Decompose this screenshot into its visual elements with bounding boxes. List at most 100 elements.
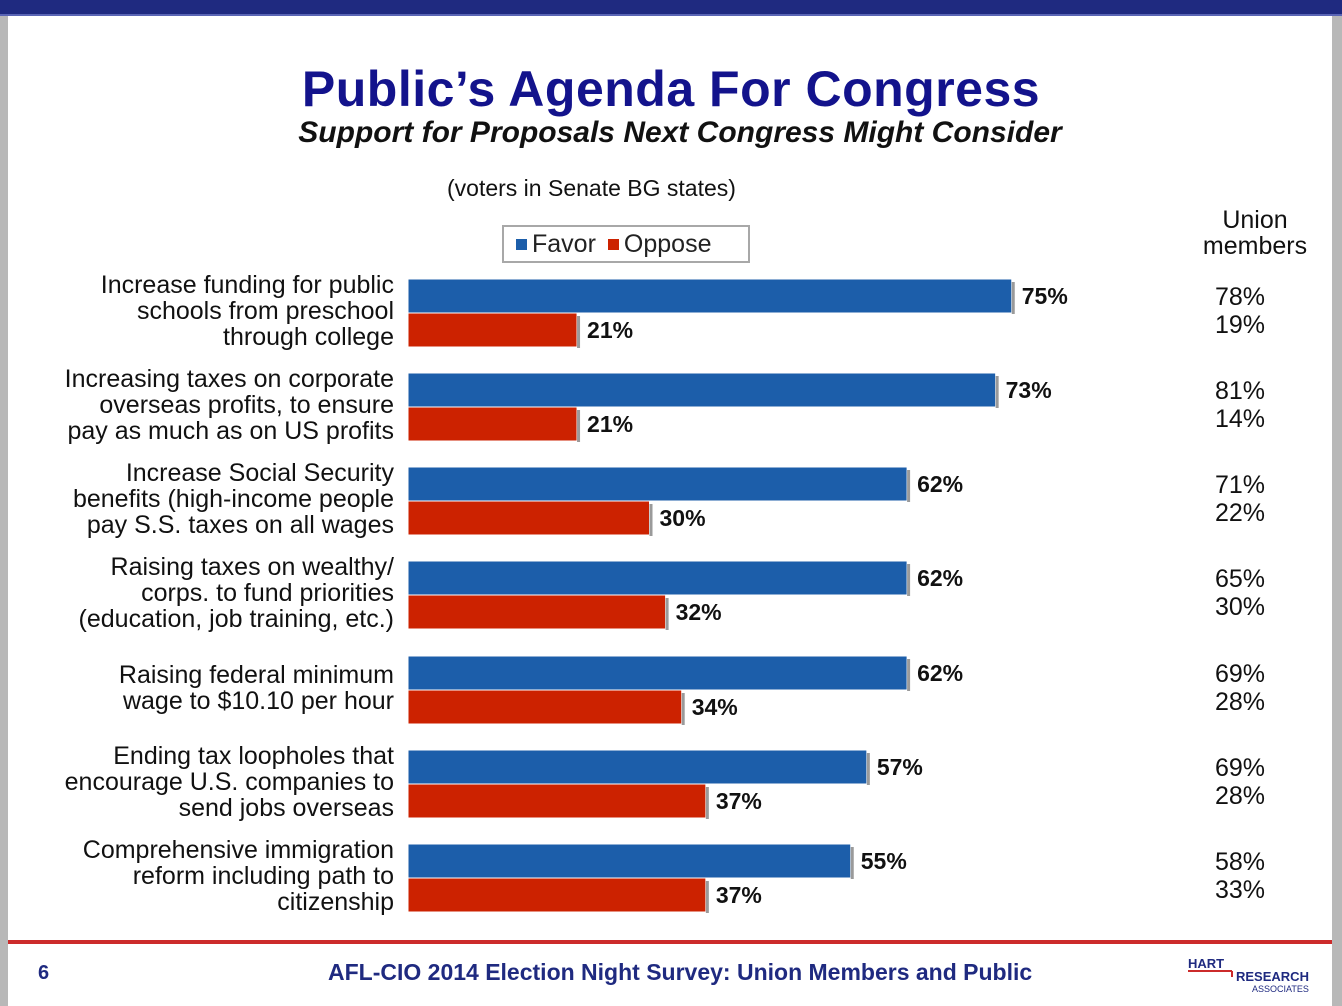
oppose-bar — [407, 783, 707, 819]
favor-bar — [407, 466, 908, 502]
legend-item-favor: Favor — [516, 230, 596, 259]
favor-bar — [407, 372, 997, 408]
union-favor-value: 65% — [1214, 565, 1266, 593]
union-favor-value: 81% — [1214, 377, 1266, 405]
category-label-line: wage to $10.10 per hour — [122, 687, 394, 715]
favor-bar — [407, 749, 868, 785]
category-label-line: overseas profits, to ensure — [99, 391, 394, 419]
oppose-value-label: 21% — [587, 317, 633, 343]
favor-value-label: 57% — [877, 754, 923, 780]
category-label-line: Increase funding for public — [100, 271, 394, 299]
footer-text: AFL-CIO 2014 Election Night Survey: Unio… — [328, 959, 1033, 985]
union-favor-value: 69% — [1214, 660, 1266, 688]
legend-item-oppose: Oppose — [607, 229, 712, 259]
category-label: Ending tax loopholes that encourage U.S. … — [14, 743, 394, 821]
oppose-bar — [407, 877, 707, 913]
category-label-line: Raising taxes on wealthy/ — [110, 553, 394, 581]
favor-value-label: 55% — [861, 848, 907, 874]
category-label-line: encourage U.S. companies to — [64, 768, 394, 796]
logo-word-hart: HART — [1188, 956, 1224, 971]
legend-label-favor: Favor — [532, 229, 596, 258]
category-label: Increase Social Security benefits (high-i… — [14, 460, 394, 538]
union-oppose-value: 19% — [1214, 311, 1266, 339]
union-oppose-value: 28% — [1214, 688, 1266, 716]
sample-note: (voters in Senate BG states) — [447, 175, 736, 201]
slide-frame-right — [1332, 0, 1342, 1006]
oppose-bar — [407, 594, 667, 630]
favor-bar — [407, 278, 1013, 314]
oppose-value-label: 34% — [692, 694, 738, 720]
category-label-line: Ending tax loopholes that — [113, 742, 394, 770]
oppose-bar — [407, 689, 683, 725]
bar-shadow — [577, 410, 581, 442]
category-label-line: (education, job training, etc.) — [78, 605, 394, 633]
chart-legend: Favor Oppose — [502, 225, 750, 263]
logo-word-research: RESEARCH — [1236, 969, 1309, 984]
category-label: Raising taxes on wealthy/corps. to fund … — [14, 554, 394, 632]
category-label: Raising federal minimum wage to $10.10 pe… — [14, 662, 394, 714]
union-favor-value: 69% — [1214, 754, 1266, 782]
oppose-value-label: 32% — [676, 599, 722, 625]
union-oppose-value: 28% — [1214, 782, 1266, 810]
page-number: 6 — [38, 962, 50, 984]
bar-shadow — [995, 376, 999, 408]
slide-subtitle: Support for Proposals Next Congress Migh… — [298, 116, 1062, 149]
bar-shadow — [866, 753, 870, 785]
oppose-value-label: 21% — [587, 411, 633, 437]
oppose-value-label: 37% — [716, 882, 762, 908]
category-label: Increase funding for public schools from … — [14, 272, 394, 350]
union-header-line-2: members — [1202, 232, 1308, 260]
union-favor-value: 71% — [1214, 471, 1266, 499]
category-label-line: Increase Social Security — [125, 459, 394, 487]
top-banner-rule — [0, 14, 1342, 16]
bar-shadow — [705, 787, 709, 819]
favor-value-label: 62% — [917, 660, 963, 686]
category-label-line: pay S.S. taxes on all wages — [86, 511, 394, 539]
union-oppose-value: 33% — [1214, 876, 1266, 904]
union-oppose-value: 14% — [1214, 405, 1266, 433]
favor-bar — [407, 655, 908, 691]
union-favor-value: 78% — [1214, 283, 1266, 311]
union-members-header: Union members — [1180, 207, 1330, 259]
category-label-line: Raising federal minimum — [118, 661, 394, 689]
bar-shadow — [907, 659, 911, 691]
category-label-line: through college — [223, 323, 394, 351]
union-favor-value: 58% — [1214, 848, 1266, 876]
category-label-line: send jobs overseas — [178, 794, 394, 822]
union-oppose-value: 22% — [1214, 499, 1266, 527]
bar-shadow — [649, 504, 653, 536]
bar-shadow — [907, 470, 911, 502]
hart-research-logo: HART RESEARCH ASSOCIATES — [1188, 956, 1309, 994]
favor-value-label: 62% — [917, 471, 963, 497]
favor-value-label: 73% — [1006, 377, 1052, 403]
legend-swatch-favor — [516, 238, 527, 250]
category-label-line: Comprehensive immigration — [82, 836, 394, 864]
slide-frame-left — [0, 0, 8, 1006]
category-label: Increasing taxes on corporate overseas pr… — [14, 366, 394, 444]
logo-word-associates: ASSOCIATES — [1252, 984, 1309, 994]
category-label-line: citizenship — [277, 888, 394, 916]
favor-value-label: 62% — [917, 565, 963, 591]
footer-rule — [8, 940, 1332, 944]
oppose-value-label: 37% — [716, 788, 762, 814]
legend-swatch-oppose — [607, 238, 619, 250]
category-label-line: Increasing taxes on corporate — [64, 365, 394, 393]
category-label-line: benefits (high-income people — [72, 485, 394, 513]
bar-shadow — [850, 847, 854, 879]
favor-bar — [407, 843, 852, 879]
favor-value-label: 75% — [1022, 283, 1068, 309]
category-label-line: corps. to fund priorities — [141, 579, 394, 607]
bar-shadow — [705, 881, 709, 913]
union-oppose-value: 30% — [1214, 593, 1266, 621]
top-banner — [0, 0, 1342, 14]
category-label-line: pay as much as on US profits — [67, 417, 394, 445]
category-label-line: reform including path to — [132, 862, 394, 890]
union-header-line-1: Union — [1222, 206, 1288, 234]
bar-shadow — [681, 693, 685, 725]
favor-bar — [407, 560, 908, 596]
slide-title: Public’s Agenda For Congress — [301, 61, 1041, 117]
bar-shadow — [1011, 282, 1015, 314]
legend-label-oppose: Oppose — [623, 229, 712, 258]
bar-shadow — [907, 564, 911, 596]
